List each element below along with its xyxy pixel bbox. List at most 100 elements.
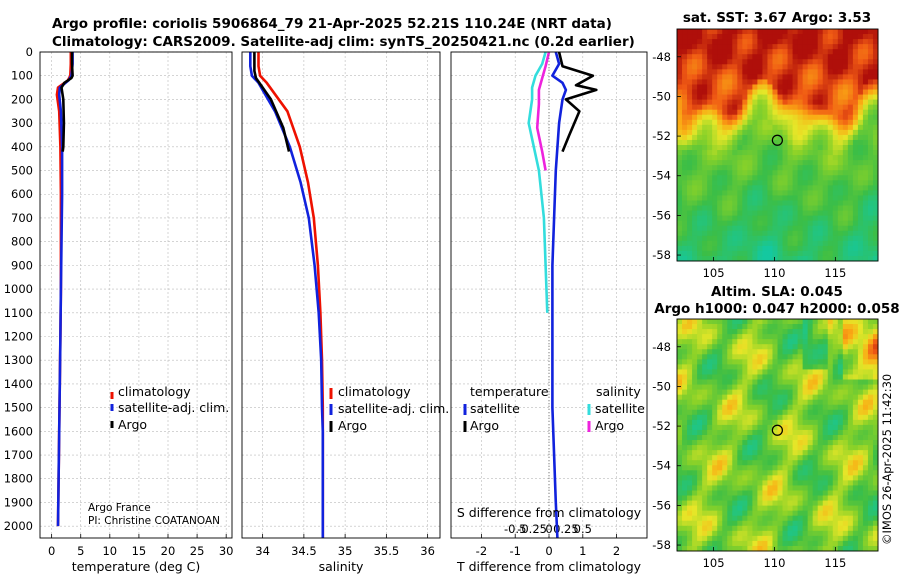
map-cell <box>827 150 834 156</box>
map-cell <box>862 460 869 466</box>
map-cell <box>717 129 723 136</box>
map-cell <box>837 104 844 111</box>
map-cell <box>747 150 753 156</box>
map-cell <box>822 119 829 126</box>
map-cell <box>837 399 844 406</box>
map-cell <box>677 460 683 466</box>
map-cell <box>782 440 789 446</box>
map-cell <box>697 145 703 151</box>
map-cell <box>867 34 874 40</box>
map-cell <box>762 79 768 85</box>
map-cell <box>757 190 763 196</box>
map-cell <box>757 69 763 75</box>
map-cell <box>767 424 773 431</box>
map-cell <box>857 220 864 227</box>
map-cell <box>687 79 693 85</box>
map-cell <box>797 185 804 191</box>
map-cell <box>732 255 738 262</box>
map-cell <box>792 240 799 247</box>
map-cell <box>727 29 733 35</box>
map-cell <box>742 429 748 436</box>
map-cell <box>712 119 718 126</box>
map-cell <box>792 349 799 355</box>
map-cell <box>732 74 738 80</box>
map-cell <box>812 170 819 176</box>
map-cell <box>727 49 733 55</box>
map-cell <box>782 379 789 386</box>
map-cell <box>842 500 849 507</box>
map-cell <box>707 155 713 161</box>
map-cell <box>717 59 723 65</box>
map-cell <box>762 475 768 481</box>
map-cell <box>857 205 864 212</box>
map-cell <box>742 495 748 502</box>
map-cell <box>792 145 799 151</box>
map-cell <box>752 510 758 517</box>
map-cell <box>712 124 718 131</box>
map-cell <box>852 175 859 181</box>
map-cell <box>862 255 869 262</box>
map-cell <box>822 545 829 552</box>
map-cell <box>872 339 879 345</box>
map-cell <box>857 230 864 237</box>
map-cell <box>677 470 683 476</box>
map-cell <box>687 220 693 227</box>
map-cell <box>702 99 708 106</box>
map-cell <box>727 235 733 242</box>
map-cell <box>762 190 768 196</box>
map-cell <box>847 109 854 116</box>
map-cell <box>777 94 784 101</box>
map-cell <box>722 394 728 401</box>
map-cell <box>847 344 854 350</box>
map-cell <box>872 104 879 111</box>
map-cell <box>677 114 683 121</box>
map-cell <box>727 200 733 207</box>
map-cell <box>812 545 819 552</box>
map-cell <box>677 515 683 522</box>
map-cell <box>872 94 879 101</box>
map-cell <box>752 44 758 50</box>
map-cell <box>727 389 733 396</box>
map-cell <box>707 94 713 101</box>
map-cell <box>722 435 728 441</box>
map-cell <box>787 165 794 171</box>
map-cell <box>857 500 864 507</box>
map-cell <box>737 160 743 166</box>
map-cell <box>847 84 854 91</box>
map-cell <box>782 29 789 35</box>
map-cell <box>857 39 864 45</box>
legend-climatology-label: climatology <box>118 384 191 399</box>
map-cell <box>817 450 824 456</box>
map-cell <box>782 205 789 212</box>
map-cell <box>802 104 809 111</box>
map-cell <box>847 369 854 375</box>
map-cell <box>747 389 753 396</box>
map-cell <box>827 379 834 386</box>
map-cell <box>772 235 779 242</box>
depth-tick-label: 1100 <box>4 306 33 320</box>
map-cell <box>842 490 849 497</box>
map-cell <box>757 460 763 466</box>
map-cell <box>867 39 874 45</box>
map-cell <box>762 84 768 91</box>
map-cell <box>737 424 743 431</box>
map-cell <box>767 379 773 386</box>
map-cell <box>862 245 869 252</box>
map-cell <box>852 414 859 421</box>
map-cell <box>757 409 763 416</box>
map-cell <box>862 225 869 232</box>
map-cell <box>852 124 859 131</box>
map-cell <box>782 230 789 237</box>
map-cell <box>772 74 779 80</box>
map-cell <box>717 470 723 476</box>
map-cell <box>862 175 869 181</box>
map-cell <box>747 139 753 146</box>
map-cell <box>712 470 718 476</box>
map-cell <box>692 480 698 486</box>
map-cell <box>677 255 683 262</box>
map-cell <box>727 329 733 335</box>
map-cell <box>832 119 839 126</box>
map-cell <box>827 510 834 517</box>
map-cell <box>827 419 834 426</box>
salinity-xlabel: salinity <box>319 559 364 574</box>
